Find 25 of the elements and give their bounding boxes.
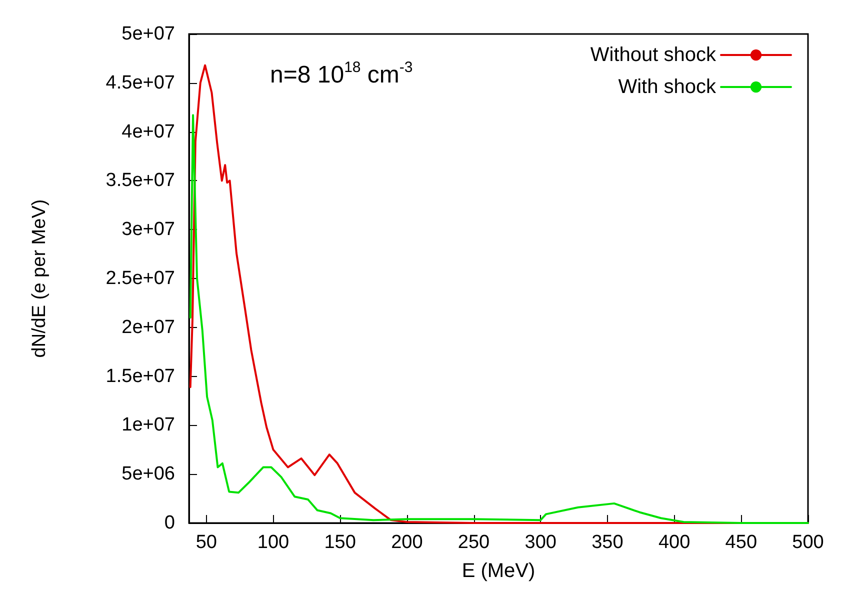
y-tick-label: 5e+07 — [122, 24, 175, 44]
x-tick-label: 50 — [196, 532, 217, 553]
y-tick-label: 0 — [164, 512, 175, 534]
y-tick-label: 1.5e+07 — [106, 366, 175, 387]
x-tick-label: 350 — [592, 532, 624, 553]
x-tick-label: 450 — [725, 532, 758, 553]
x-tick-label: 250 — [458, 532, 490, 553]
y-tick-label: 2e+07 — [122, 316, 175, 338]
y-tick-label: 1e+07 — [122, 414, 175, 436]
x-axis-title: E (MeV) — [462, 560, 536, 582]
x-tick-label: 200 — [391, 532, 423, 553]
y-tick-label: 4e+07 — [122, 121, 175, 142]
x-tick-label: 500 — [792, 532, 824, 553]
y-tick-label: 4.5e+07 — [106, 72, 175, 94]
legend-label: Without shock — [590, 44, 717, 66]
y-tick-label: 2.5e+07 — [106, 268, 175, 289]
x-tick-label: 400 — [658, 532, 690, 553]
x-tick-label: 300 — [524, 532, 556, 553]
legend-label: With shock — [618, 76, 717, 98]
y-tick-label: 3.5e+07 — [106, 170, 175, 192]
x-tick-label: 150 — [324, 532, 356, 553]
x-tick-label: 100 — [257, 532, 290, 553]
y-axis-title: dN/dE (e per MeV) — [29, 199, 50, 358]
y-tick-label: 5e+06 — [122, 464, 175, 485]
y-tick-label: 3e+07 — [122, 219, 175, 240]
